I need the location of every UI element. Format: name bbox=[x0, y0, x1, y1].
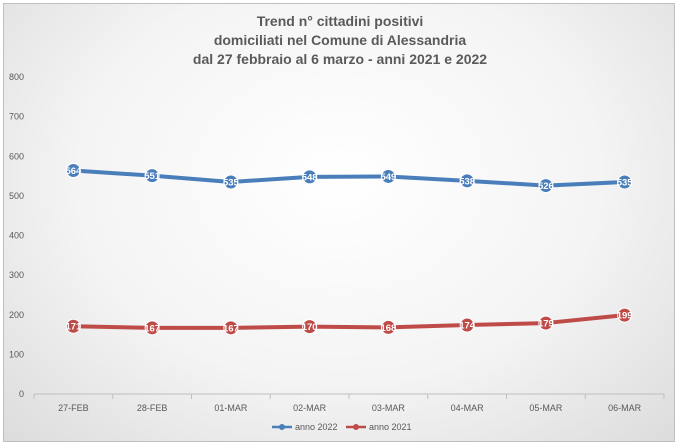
y-tick-label: 700 bbox=[9, 112, 24, 122]
data-label: 549 bbox=[380, 172, 396, 183]
data-point bbox=[302, 319, 318, 335]
data-point bbox=[65, 318, 81, 334]
data-label: 538 bbox=[459, 176, 475, 187]
data-point bbox=[223, 174, 239, 190]
x-tick-label: 03-MAR bbox=[372, 403, 406, 413]
legend-marker bbox=[279, 424, 285, 430]
chart-title-line-1: Trend n° cittadini positivi bbox=[256, 13, 424, 29]
data-label: 526 bbox=[538, 181, 554, 192]
x-tick-label: 02-MAR bbox=[293, 403, 327, 413]
chart-title: Trend n° cittadini positivi domiciliati … bbox=[4, 12, 676, 69]
data-label: 564 bbox=[65, 166, 82, 177]
data-point bbox=[617, 307, 633, 323]
y-tick-label: 300 bbox=[9, 270, 24, 280]
series-line-2 bbox=[71, 313, 627, 330]
data-label: 167 bbox=[223, 323, 239, 334]
data-point bbox=[380, 168, 396, 184]
x-tick-label: 01-MAR bbox=[214, 403, 248, 413]
y-tick-label: 0 bbox=[19, 389, 24, 399]
data-point bbox=[538, 178, 554, 194]
x-tick-label: 05-MAR bbox=[529, 403, 563, 413]
data-label: 551 bbox=[144, 171, 161, 182]
data-point bbox=[380, 319, 396, 335]
legend-marker bbox=[353, 424, 359, 430]
legend-label: anno 2021 bbox=[369, 422, 412, 432]
data-label: 535 bbox=[223, 178, 240, 189]
data-label: 199 bbox=[617, 311, 633, 322]
data-point bbox=[459, 173, 475, 189]
data-point bbox=[302, 169, 318, 185]
x-tick-label: 28-FEB bbox=[137, 403, 168, 413]
data-label: 167 bbox=[144, 323, 160, 334]
data-label: 535 bbox=[617, 178, 634, 189]
y-tick-label: 800 bbox=[9, 72, 24, 82]
chart-frame: Trend n° cittadini positivi domiciliati … bbox=[3, 3, 675, 442]
y-tick-label: 500 bbox=[9, 191, 24, 201]
y-tick-label: 100 bbox=[9, 349, 24, 359]
data-label: 179 bbox=[538, 319, 554, 330]
data-point bbox=[144, 168, 160, 184]
chart-title-line-3: dal 27 febbraio al 6 marzo - anni 2021 e… bbox=[192, 51, 488, 67]
x-tick-label: 06-MAR bbox=[608, 403, 642, 413]
chart-title-line-2: domiciliati nel Comune di Alessandria bbox=[213, 32, 467, 48]
data-point bbox=[617, 174, 633, 190]
data-label: 171 bbox=[65, 322, 82, 333]
y-tick-label: 400 bbox=[9, 231, 24, 241]
data-point bbox=[65, 163, 81, 179]
series-line-1 bbox=[71, 168, 627, 188]
data-label: 170 bbox=[302, 322, 318, 333]
data-point bbox=[223, 320, 239, 336]
data-label: 174 bbox=[459, 321, 476, 332]
y-tick-label: 600 bbox=[9, 151, 24, 161]
legend-label: anno 2022 bbox=[295, 422, 338, 432]
x-tick-label: 27-FEB bbox=[58, 403, 89, 413]
data-point bbox=[144, 320, 160, 336]
data-point bbox=[459, 317, 475, 333]
data-point bbox=[538, 315, 554, 331]
x-tick-label: 04-MAR bbox=[451, 403, 485, 413]
data-label: 548 bbox=[302, 172, 318, 183]
y-tick-label: 200 bbox=[9, 310, 24, 320]
data-label: 168 bbox=[380, 323, 396, 334]
